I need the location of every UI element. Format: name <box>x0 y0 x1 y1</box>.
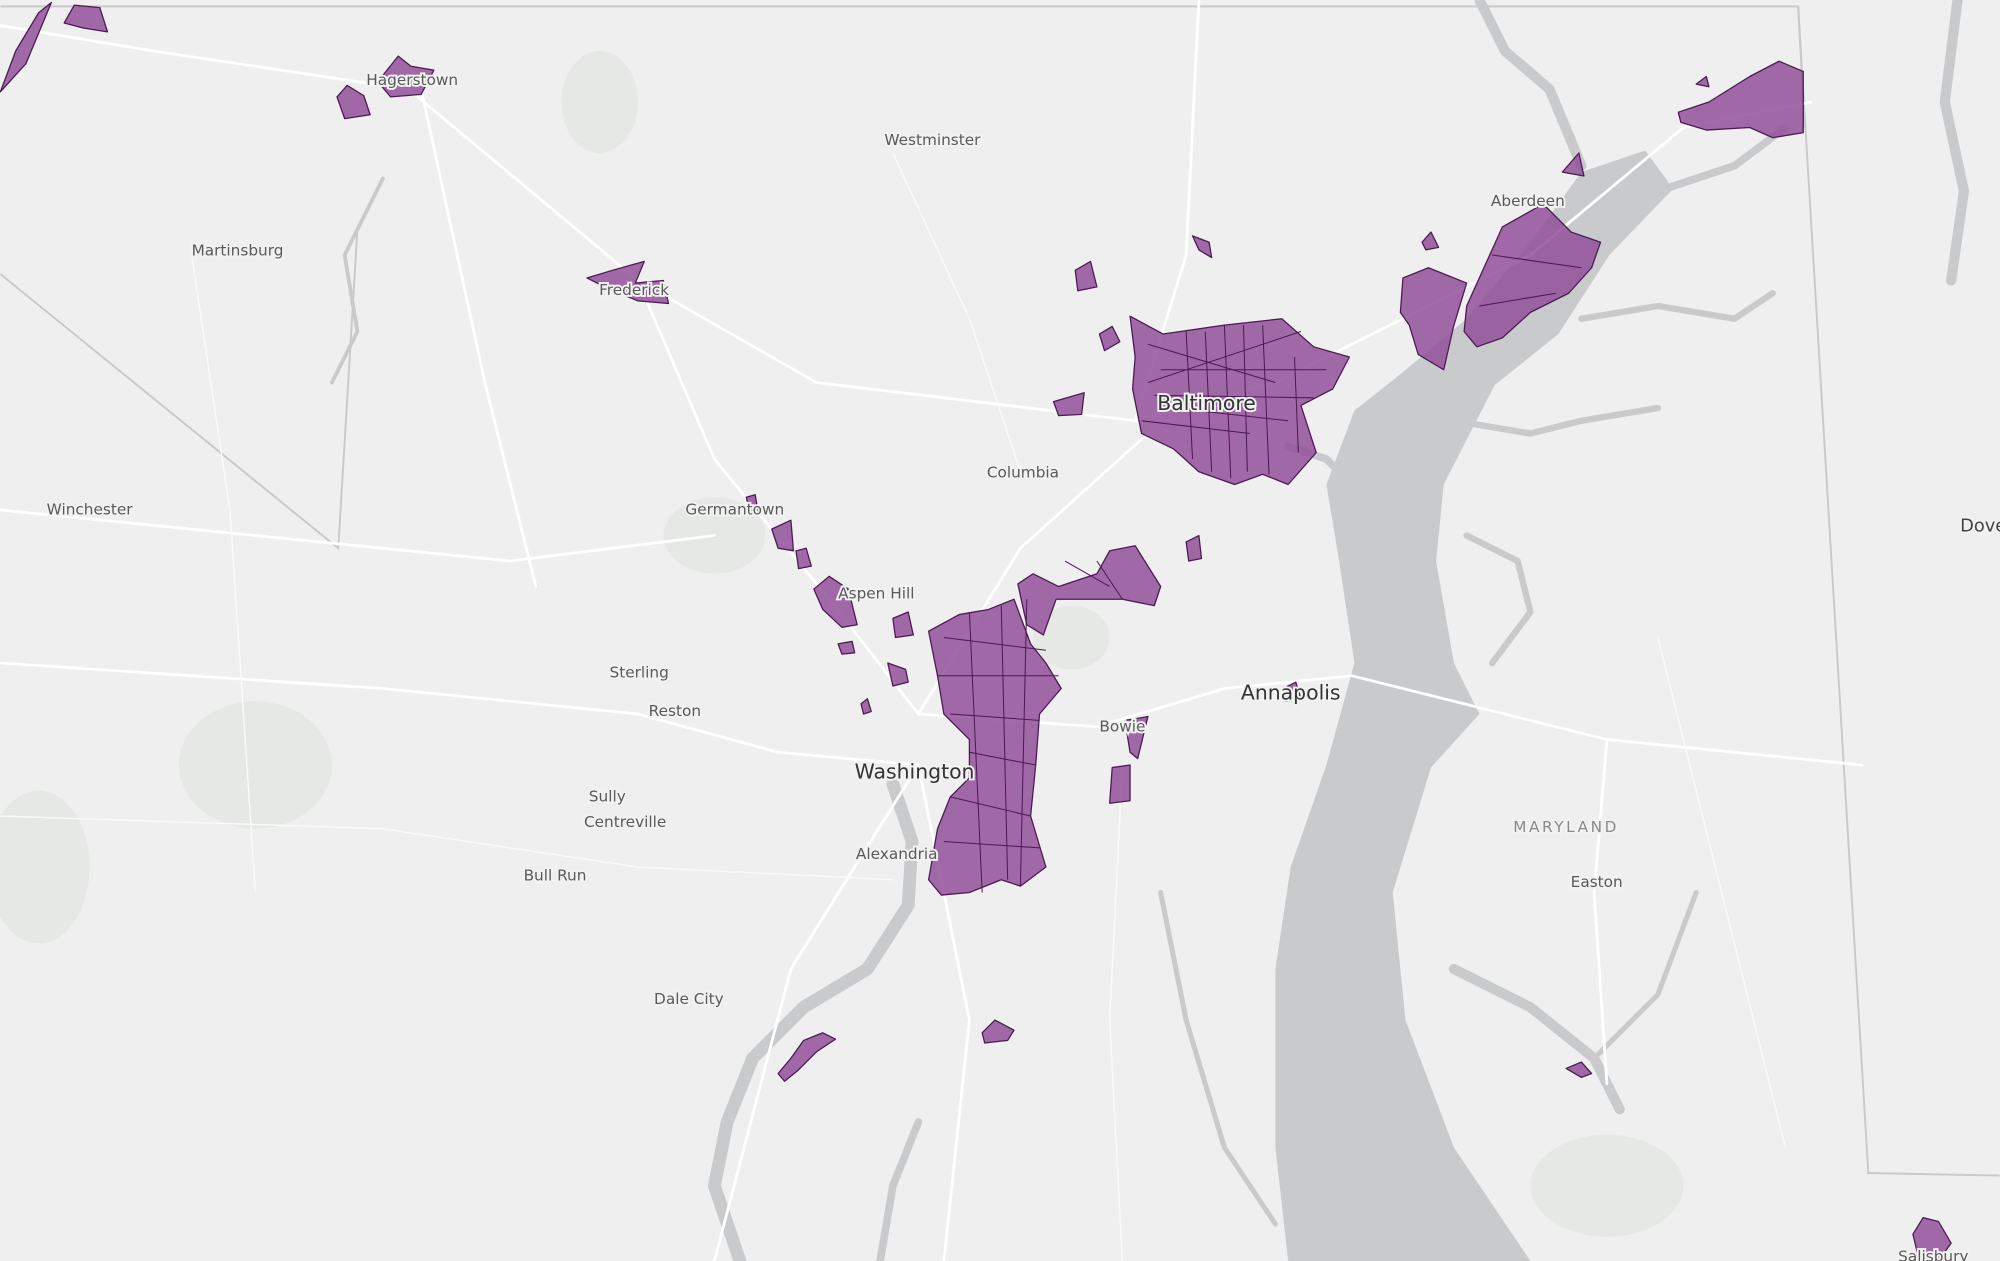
place-label: Dover <box>1960 516 2000 537</box>
place-label: Dale City <box>654 990 724 1008</box>
roads <box>0 0 1864 1261</box>
place-label: Sterling <box>610 664 669 682</box>
place-label: Germantown <box>685 501 784 519</box>
place-label: Baltimore <box>1157 391 1256 415</box>
place-label: Westminster <box>884 131 981 149</box>
place-label: Aspen Hill <box>838 585 914 603</box>
place-label: Reston <box>649 702 701 720</box>
place-label: Columbia <box>987 464 1059 482</box>
place-label: Hagerstown <box>366 71 458 89</box>
place-labels: Hagerstown Westminster Aberdeen Martinsb… <box>45 69 2000 1261</box>
region-label: MARYLAND <box>1513 818 1619 836</box>
place-label: Sully <box>589 787 626 805</box>
tract-borders <box>937 254 1582 893</box>
place-label: Washington <box>855 760 975 784</box>
place-label: Centreville <box>584 813 666 831</box>
place-label: Alexandria <box>856 845 938 863</box>
place-label: Annapolis <box>1241 681 1341 705</box>
place-label: Salisbury <box>1898 1248 1968 1261</box>
place-label: Bowie <box>1099 717 1145 735</box>
green-areas <box>0 51 1684 1237</box>
place-label: Aberdeen <box>1491 192 1565 210</box>
place-label: Martinsburg <box>192 242 284 260</box>
place-label: Frederick <box>599 281 669 299</box>
place-label: Easton <box>1571 873 1623 891</box>
place-label: Winchester <box>47 501 134 519</box>
place-label: Bull Run <box>524 866 587 884</box>
